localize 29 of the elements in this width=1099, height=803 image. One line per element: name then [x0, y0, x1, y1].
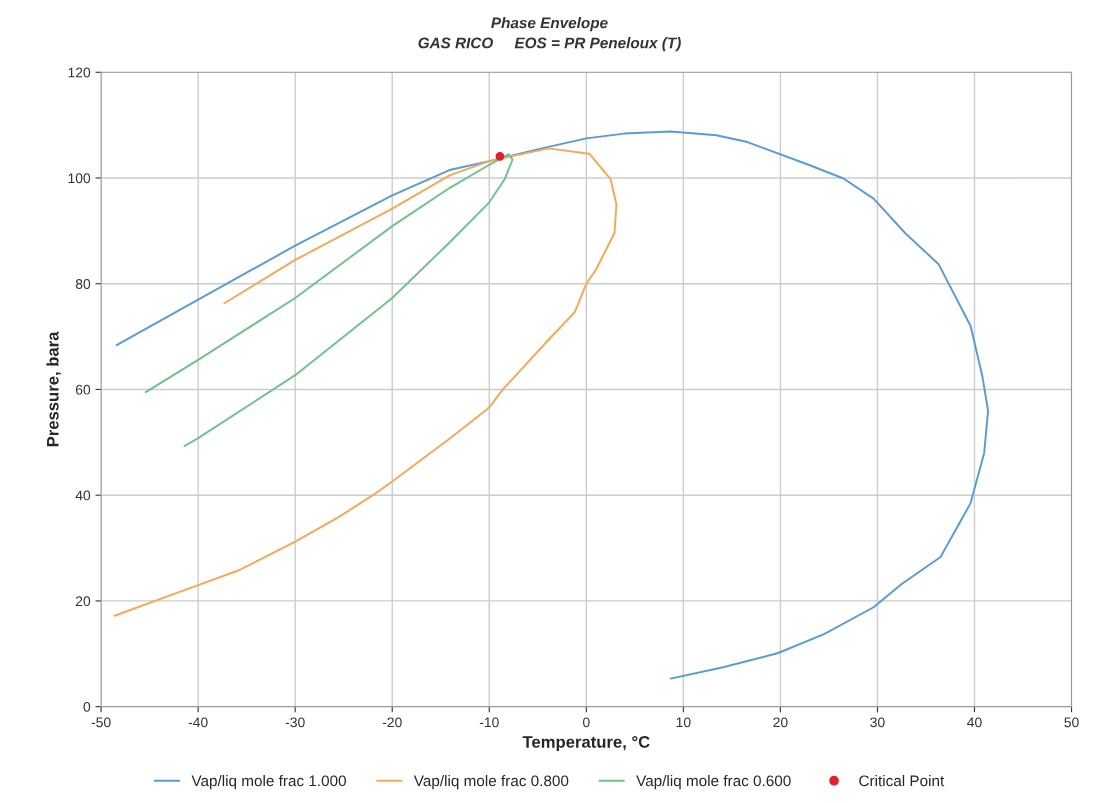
y-tick-label: 20 [75, 596, 91, 607]
y-tick-label: 100 [68, 173, 91, 184]
y-tick-label: 0 [83, 701, 91, 712]
x-tick-label: 30 [870, 717, 885, 728]
chart-title: Phase Envelope [491, 17, 608, 32]
x-tick-label: -50 [91, 717, 111, 728]
line-series [115, 130, 990, 680]
x-tick-label: -20 [382, 717, 402, 728]
legend-label: Vap/liq mole frac 0.800 [413, 775, 569, 790]
y-axis-title: Pressure, bara [46, 331, 62, 447]
x-tick-label: 0 [583, 717, 590, 728]
legend-label: Vap/liq mole frac 1.000 [191, 775, 346, 790]
x-tick-label: -30 [285, 717, 305, 728]
x-tick-label: 10 [676, 717, 691, 728]
y-tick-label: 60 [75, 384, 91, 395]
x-tick-label: 20 [773, 717, 788, 728]
chart-subtitle: GAS RICO EOS = PR Peneloux (T) [418, 37, 681, 52]
x-tick-label: -40 [188, 717, 208, 728]
x-axis-title: Temperature, °C [522, 736, 650, 752]
y-tick-label: 80 [75, 279, 91, 289]
y-tick-label: 40 [75, 490, 91, 501]
legend-label: Vap/liq mole frac 0.600 [636, 775, 791, 790]
x-tick-label: 50 [1064, 717, 1079, 728]
legend-label: Critical Point [859, 775, 945, 787]
line-series [144, 153, 514, 447]
y-tick-label: 120 [68, 67, 91, 78]
line-series [113, 147, 618, 617]
x-tick-label: 40 [967, 717, 982, 728]
x-tick-label: -10 [479, 717, 499, 728]
